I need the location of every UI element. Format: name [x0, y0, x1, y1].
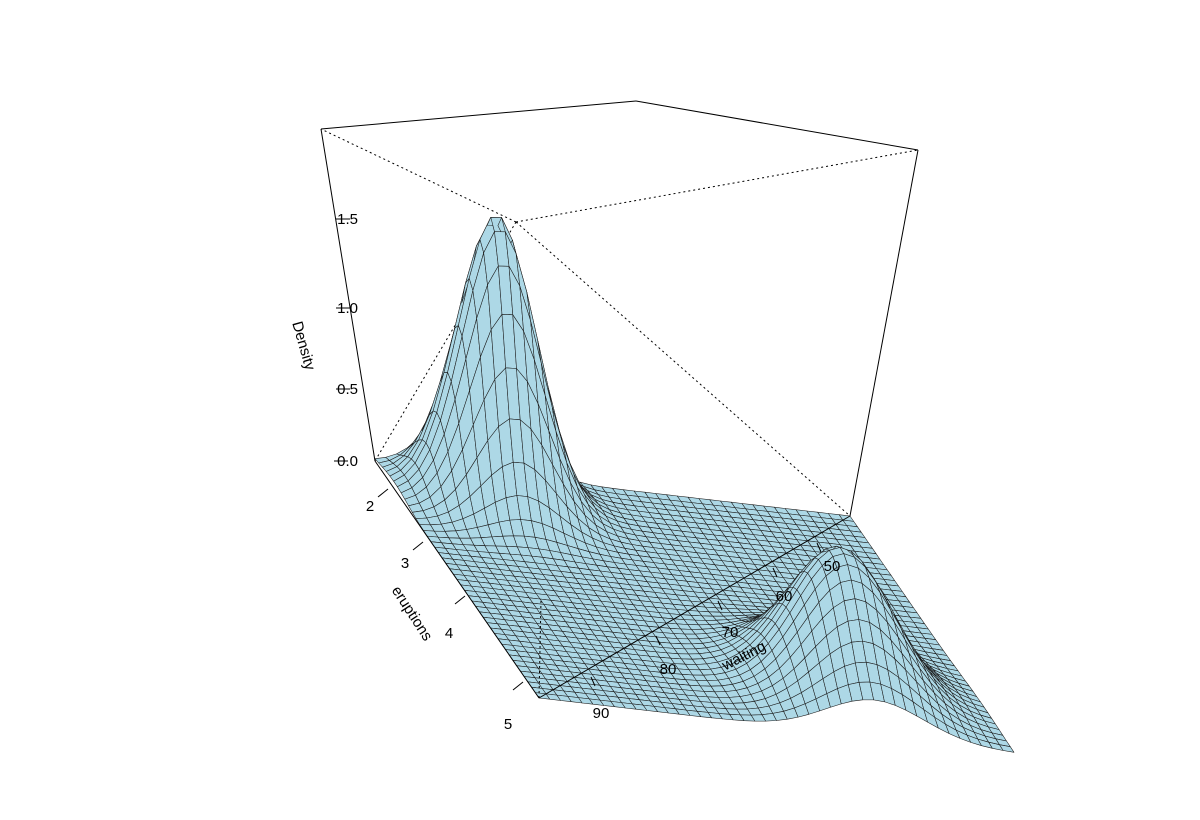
- x-tick: [717, 600, 723, 611]
- z-axis-label: Density: [288, 319, 318, 372]
- z-tick-label: 1.0: [337, 300, 358, 317]
- y-tick: [454, 595, 466, 605]
- x-tick-label: 60: [776, 588, 793, 605]
- box-edge-hidden: [515, 149, 919, 223]
- z-tick-label: 1.5: [337, 211, 358, 228]
- y-tick-label: 3: [401, 555, 409, 572]
- z-axis: 0.0 0.5 1.0 1.5 Density: [288, 211, 358, 470]
- x-tick-label: 90: [593, 705, 610, 722]
- y-axis-label: eruptions: [388, 583, 436, 644]
- box-edge: [849, 149, 919, 517]
- box-edge: [320, 128, 376, 462]
- z-tick-label: 0.0: [337, 453, 358, 470]
- x-tick: [772, 567, 778, 578]
- surface-facet: [999, 744, 1015, 753]
- box-edge: [635, 100, 919, 151]
- y-tick-label: 2: [366, 498, 374, 515]
- plot-box-front-edges: [320, 100, 919, 699]
- box-edge: [538, 515, 851, 699]
- box-edge-hidden: [320, 128, 517, 223]
- x-tick-label: 50: [824, 558, 841, 575]
- y-tick: [512, 681, 524, 691]
- y-tick-label: 4: [445, 625, 453, 642]
- y-tick-label: 5: [504, 716, 512, 733]
- box-edge: [320, 100, 637, 130]
- y-tick: [377, 488, 389, 498]
- box-edge: [374, 460, 540, 699]
- x-tick: [590, 676, 596, 687]
- x-tick: [816, 542, 822, 553]
- box-edge-hidden: [515, 221, 851, 517]
- x-tick-label: 70: [722, 624, 739, 641]
- z-tick-label: 0.5: [337, 381, 358, 398]
- x-tick: [655, 635, 661, 646]
- density-surface: [374, 217, 1015, 753]
- y-tick: [412, 541, 424, 551]
- box-edge-hidden: [538, 599, 542, 699]
- x-tick-label: 80: [660, 661, 677, 678]
